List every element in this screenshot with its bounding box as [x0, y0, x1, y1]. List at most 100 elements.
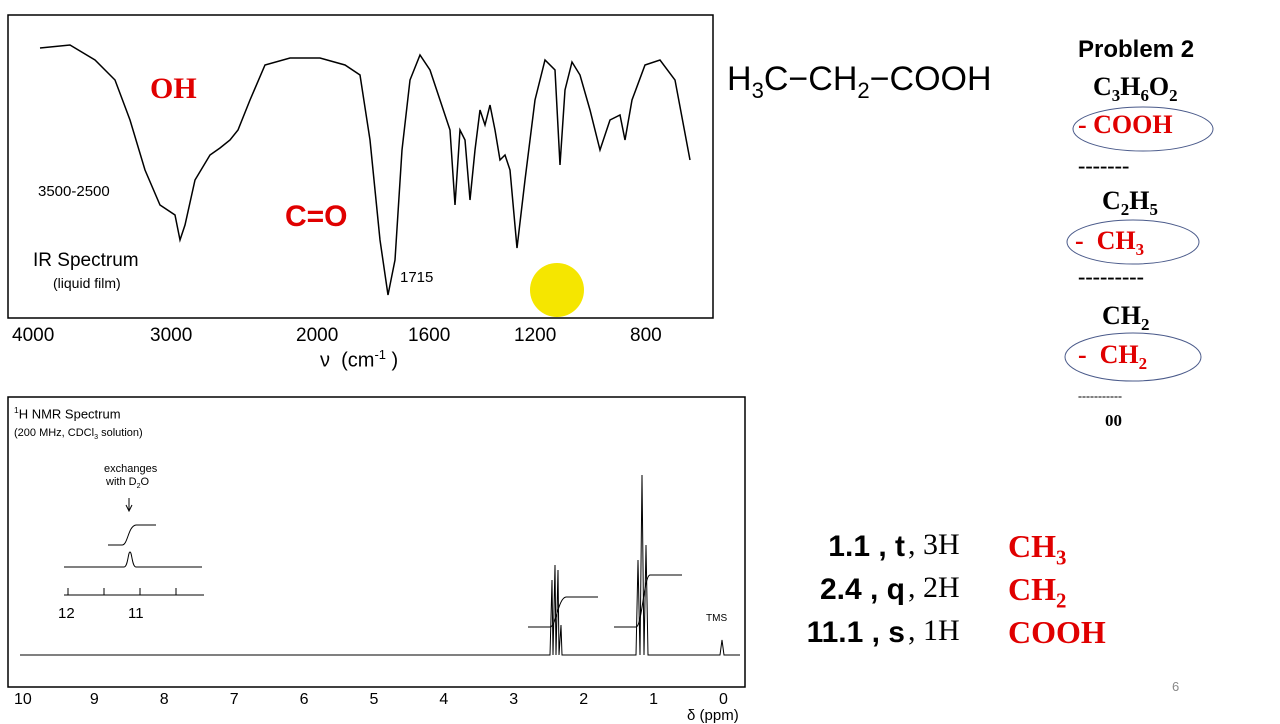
- text-part: -----------: [1078, 389, 1122, 403]
- text-part: 2: [1138, 354, 1148, 374]
- circle-ch3: [1066, 219, 1200, 265]
- text-part: 2: [1120, 200, 1130, 220]
- text-part: 2: [1141, 315, 1150, 335]
- text-part: - COOH: [1078, 110, 1173, 139]
- problem-step: C3H6O2: [1093, 74, 1178, 105]
- nmr-integral: [528, 574, 682, 628]
- text-part: H: [727, 60, 752, 98]
- nmr-tick-label: 7: [229, 691, 239, 708]
- text-part: -1: [374, 347, 386, 362]
- shift: 2.4 , q: [819, 573, 905, 606]
- inset-tick-label: 12: [58, 605, 75, 622]
- shift: 11.1 , s: [806, 616, 905, 649]
- problem-step: C2H5: [1102, 188, 1158, 219]
- ir-axis-label: ν (cm-1 ): [320, 348, 398, 371]
- text-part: H: [1129, 186, 1150, 215]
- text-part: - CH: [1078, 340, 1139, 369]
- text-part: 00: [1105, 411, 1122, 430]
- ir-peak: 1715: [400, 269, 434, 286]
- ir-tick-label: 800: [630, 325, 662, 346]
- text-part: 2: [1056, 589, 1067, 613]
- problem-step: 00: [1105, 412, 1122, 429]
- text-part: 1: [14, 405, 19, 415]
- ir-co: C=O: [285, 200, 348, 233]
- page-number: 6: [1172, 679, 1180, 694]
- nmr-tick-label: 5: [369, 691, 379, 708]
- text-part: 5: [1149, 200, 1158, 220]
- text-part: O: [140, 476, 150, 488]
- ir-subtitle: (liquid film): [53, 275, 121, 291]
- nmr-tick-label: 3: [509, 691, 519, 708]
- text-part: H NMR Spectrum: [18, 406, 121, 422]
- text-part: ν (cm: [320, 349, 375, 372]
- ir-title: IR Spectrum: [33, 250, 139, 271]
- group: CH3: [1008, 530, 1066, 569]
- text-part: O: [1148, 72, 1170, 101]
- nmr-subtitle: (200 MHz, CDCl3 solution): [14, 428, 143, 441]
- ir-tick-label: 3000: [150, 325, 193, 346]
- text-part: 2: [857, 77, 870, 103]
- proton-count: , 3H: [908, 528, 960, 561]
- text-part: 3: [751, 77, 764, 103]
- text-part: −COOH: [869, 60, 992, 98]
- nmr-tick-label: 10: [14, 691, 32, 708]
- ir-oh: OH: [150, 72, 197, 105]
- text-part: 6: [1140, 86, 1149, 106]
- text-part: C: [1093, 72, 1112, 101]
- nmr-tick-label: 0: [719, 691, 728, 708]
- nmr-tick-label: 4: [439, 691, 449, 708]
- text-part: 3: [1135, 240, 1145, 260]
- text-part: CH: [1008, 571, 1056, 607]
- text-part: solution): [98, 427, 143, 439]
- circle-cooh: [1072, 106, 1214, 152]
- text-part: -------: [1078, 153, 1130, 178]
- nmr-tick-label: 8: [159, 691, 169, 708]
- text-part: ---------: [1078, 264, 1144, 289]
- highlight-dot: [530, 263, 584, 317]
- proton-count: , 1H: [908, 614, 960, 647]
- text-part: 2: [136, 482, 141, 491]
- ir-tick-label: 1200: [514, 325, 557, 346]
- text-part: 3: [1111, 86, 1121, 106]
- inset-note: exchanges: [104, 463, 158, 475]
- nmr-axis-label: δ (ppm): [687, 707, 739, 724]
- nmr-frame: [7, 396, 746, 688]
- text-part: 2: [1169, 86, 1178, 106]
- problem-title: Problem 2: [1078, 36, 1195, 63]
- text-part: C−CH: [763, 60, 858, 98]
- problem-step: - COOH: [1078, 112, 1173, 138]
- nmr-curve: [20, 474, 740, 656]
- inset-tick-label: 11: [128, 605, 144, 622]
- circle-ch2: [1064, 332, 1202, 382]
- nmr-tick-label: 2: [579, 691, 589, 708]
- ir-curve: [39, 44, 691, 296]
- proton-count: , 2H: [908, 571, 960, 604]
- inset: [64, 498, 204, 596]
- text-part: - CH: [1075, 226, 1136, 255]
- nmr-tick-label: 6: [299, 691, 309, 708]
- text-part: COOH: [1008, 614, 1106, 650]
- shift: 1.1 , t: [828, 530, 905, 563]
- nmr-tick-label: 9: [89, 691, 99, 708]
- nmr-tick-label: 1: [649, 691, 658, 708]
- ir-range: 3500-2500: [38, 183, 110, 200]
- inset-note: with D2O: [106, 477, 149, 490]
- ir-tick-label: 4000: [12, 325, 55, 346]
- text-part: CH: [1102, 301, 1141, 330]
- group: COOH: [1008, 616, 1106, 648]
- problem-step: -------: [1078, 155, 1129, 177]
- ir-frame: [7, 14, 714, 319]
- text-part: (200 MHz, CDCl: [14, 427, 95, 439]
- text-part: with D: [106, 476, 137, 488]
- text-part: 3: [94, 433, 99, 442]
- ir-tick-label: 2000: [296, 325, 339, 346]
- formula: H3C−CH2−COOH: [727, 62, 992, 102]
- text-part: H: [1120, 72, 1141, 101]
- nmr-title: 1H NMR Spectrum: [14, 405, 121, 422]
- text-part: CH: [1008, 528, 1056, 564]
- text-part: ): [386, 349, 399, 372]
- problem-step: -----------: [1078, 390, 1122, 402]
- text-part: 3: [1056, 546, 1067, 570]
